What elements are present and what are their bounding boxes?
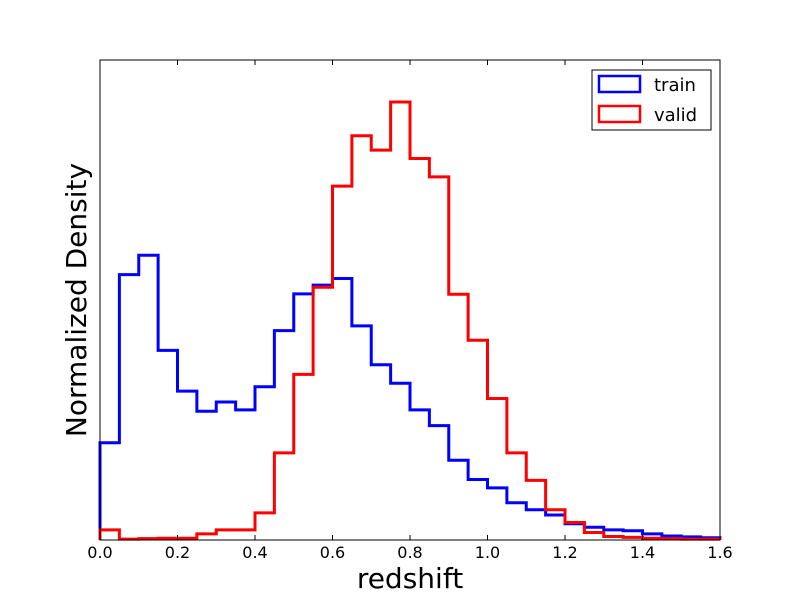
legend-swatch-valid (597, 104, 642, 124)
x-tick-label: 1.0 (475, 543, 500, 562)
x-axis-label: redshift (357, 562, 463, 595)
x-tick-label: 0.0 (87, 543, 112, 562)
x-ticks: 0.0 0.2 0.4 0.6 0.8 1.0 1.2 1.4 1.6 (87, 60, 733, 562)
series-valid (98, 100, 722, 541)
x-tick-label: 1.4 (630, 543, 655, 562)
series-train (98, 253, 722, 540)
x-tick-label: 1.6 (707, 543, 732, 562)
y-axis-label: Normalized Density (60, 163, 93, 437)
legend-label-train: train (654, 75, 696, 96)
x-tick-label: 0.2 (165, 543, 190, 562)
series-layer (98, 100, 722, 541)
x-tick-label: 0.8 (397, 543, 422, 562)
x-tick-label: 1.2 (552, 543, 577, 562)
legend-label-valid: valid (654, 105, 697, 126)
plot-frame (99, 59, 721, 541)
legend-box (591, 69, 712, 131)
legend: train valid (591, 69, 712, 131)
x-tick-label: 0.4 (242, 543, 267, 562)
x-tick-label: 0.6 (320, 543, 345, 562)
legend-swatch-train (597, 74, 642, 94)
